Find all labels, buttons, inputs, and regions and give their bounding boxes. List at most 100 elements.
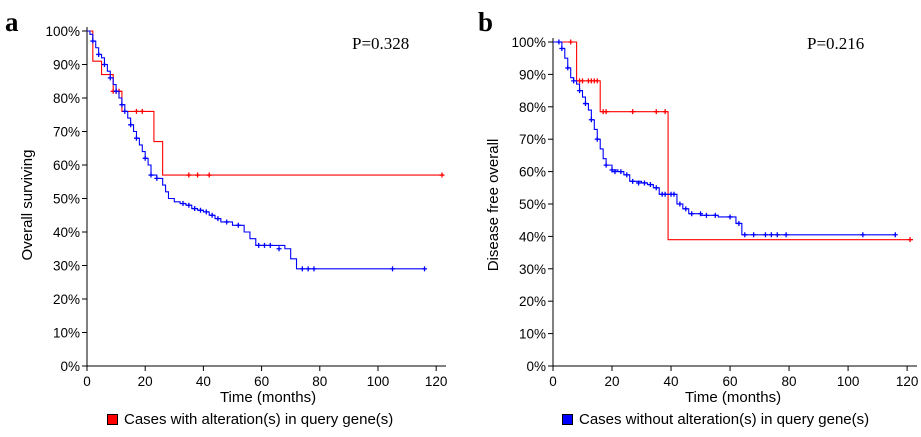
panel-b-unaltered-censor-mark [565,65,571,71]
legend-altered-swatch [107,414,118,425]
panel-a-x-tick-label: 100 [367,374,390,389]
panel-b-unaltered-censor-mark [892,232,898,238]
panel-a-unaltered-censor-mark [186,202,192,208]
panel-a-x-tick-label: 0 [83,374,91,389]
legend-altered-label: Cases with alteration(s) in query gene(s… [124,411,394,428]
panel-a-unaltered-censor-mark [262,242,267,248]
panel-a-unaltered-censor-mark [122,108,128,114]
panel-a-unaltered-censor-mark [422,266,428,272]
panel-b-unaltered-censor-mark [860,232,866,238]
panel-b-altered-censor-mark [662,109,668,115]
panel-b-unaltered-censor-mark [647,182,653,188]
panel-b-y-tick-label: 0% [526,359,546,374]
panel-a-unaltered-censor-mark [154,175,160,181]
panel-b-unaltered-censor-mark [624,172,630,178]
panel-a-altered-censor-mark [133,108,139,114]
panel-a: a P=0.328 Overall surviving Time (months… [5,7,447,405]
panel-a-x-tick-label: 40 [196,374,211,389]
panel-b-unaltered-censor-mark [582,101,588,107]
panel-b-x-tick-label: 120 [896,374,919,389]
panel-b-unaltered-censor-mark [612,169,618,175]
panel-b-unaltered-censor-mark [712,212,718,218]
panel-b-altered-censor-mark [580,78,586,84]
panel-a-y-tick-label: 90% [53,58,80,73]
panel-b-x-tick-label: 0 [549,374,557,389]
panel-b-unaltered-censor-mark [641,180,647,186]
panel-a-y-tick-label: 80% [53,91,80,106]
panel-a-x-tick-label: 80 [312,374,327,389]
panel-b-y-tick-label: 10% [519,327,546,342]
panel-b-unaltered-censor-mark [677,201,683,207]
km-charts-figure: a P=0.328 Overall surviving Time (months… [5,7,918,405]
panel-b-p-value: P=0.216 [807,34,864,53]
panel-a-altered-curve [87,30,442,176]
panel-a-x-tick-label: 20 [138,374,153,389]
panel-b-y-tick-label: 90% [519,67,546,82]
panel-b-unaltered-censor-mark [662,191,668,197]
panel-a-unaltered-censor-mark [235,222,241,228]
panel-a-y-tick-label: 0% [60,359,80,374]
panel-b-unaltered-censor-mark [727,214,733,220]
panel-a-unaltered-censor-mark [128,122,134,128]
panel-b-x-tick-label: 100 [837,374,860,389]
panel-a-unaltered-censor-mark [142,155,148,161]
panel-b: b P=0.216 Disease free overall Time (mon… [478,7,918,405]
panel-a-y-tick-label: 40% [53,225,80,240]
panel-b-altered-censor-mark [603,109,609,115]
panel-a-unaltered-censor-mark [203,209,209,215]
panel-b-altered-censor-mark [594,78,600,84]
panel-b-y-tick-label: 80% [519,100,546,115]
panel-b-x-tick-label: 20 [605,374,620,389]
panel-a-unaltered-censor-mark [209,212,215,218]
legend-altered: Cases with alteration(s) in query gene(s… [107,411,393,428]
panel-b-unaltered-censor-mark [698,211,704,217]
panel-b-unaltered-censor-mark [577,88,583,94]
panel-b-unaltered-censor-mark [556,39,562,45]
panel-a-altered-censor-mark [439,172,445,178]
panel-a-y-tick-label: 100% [45,24,80,39]
panel-a-unaltered-censor-mark [390,266,396,272]
panel-b-altered-censor-mark [907,237,913,243]
panel-a-y-tick-label: 70% [53,125,80,140]
panel-b-unaltered-censor-mark [751,232,757,238]
panel-a-plot-area: 0% 10% 20% 30% 40% 50% 60% 70% 80% 90% 100% 0 20 40 60… [45,24,447,389]
panel-a-x-tick-label: 60 [254,374,269,389]
panel-a-x-axis-label: Time (months) [220,389,316,405]
panel-a-unaltered-censor-mark [215,216,221,222]
panel-a-p-value: P=0.328 [352,34,409,53]
panel-b-unaltered-censor-mark [636,180,642,186]
panel-b-y-tick-label: 50% [519,197,546,212]
panel-b-y-tick-label: 40% [519,229,546,244]
legend-unaltered-label: Cases without alteration(s) in query gen… [579,411,870,428]
panel-b-letter: b [478,7,493,37]
panel-b-unaltered-censor-mark [630,178,636,184]
panel-b-y-tick-label: 100% [511,35,546,50]
panel-b-unaltered-censor-mark [689,211,695,217]
panel-a-unaltered-censor-mark [133,135,139,141]
panel-b-altered-censor-mark [568,39,574,45]
panel-a-y-tick-label: 60% [53,158,80,173]
panel-b-unaltered-censor-mark [683,206,689,212]
panel-a-unaltered-censor-mark [148,172,154,178]
panel-a-unaltered-censor-mark [96,51,102,57]
panel-a-unaltered-censor-mark [256,242,262,248]
panel-b-unaltered-censor-mark [618,169,624,175]
panel-b-unaltered-censor-mark [774,232,780,238]
panel-b-x-tick-label: 40 [664,374,679,389]
panel-b-unaltered-curve [553,41,896,236]
panel-b-altered-censor-mark [653,109,659,115]
panel-b-y-axis-label: Disease free overall [485,139,502,272]
panel-a-unaltered-censor-mark [192,206,198,212]
panel-b-unaltered-censor-mark [571,78,577,84]
panel-a-unaltered-censor-mark [311,266,317,272]
panel-b-unaltered-censor-mark [736,220,742,226]
panel-a-y-axis-label: Overall surviving [19,150,36,261]
panel-b-unaltered-censor-mark [762,232,768,238]
panel-b-x-tick-label: 80 [782,374,797,389]
panel-b-unaltered-censor-mark [783,232,789,238]
panel-a-letter: a [5,7,19,37]
panel-a-y-tick-label: 30% [53,259,80,274]
panel-b-unaltered-censor-mark [559,45,565,51]
panel-b-y-tick-label: 30% [519,262,546,277]
panel-a-unaltered-censor-mark [119,102,125,108]
